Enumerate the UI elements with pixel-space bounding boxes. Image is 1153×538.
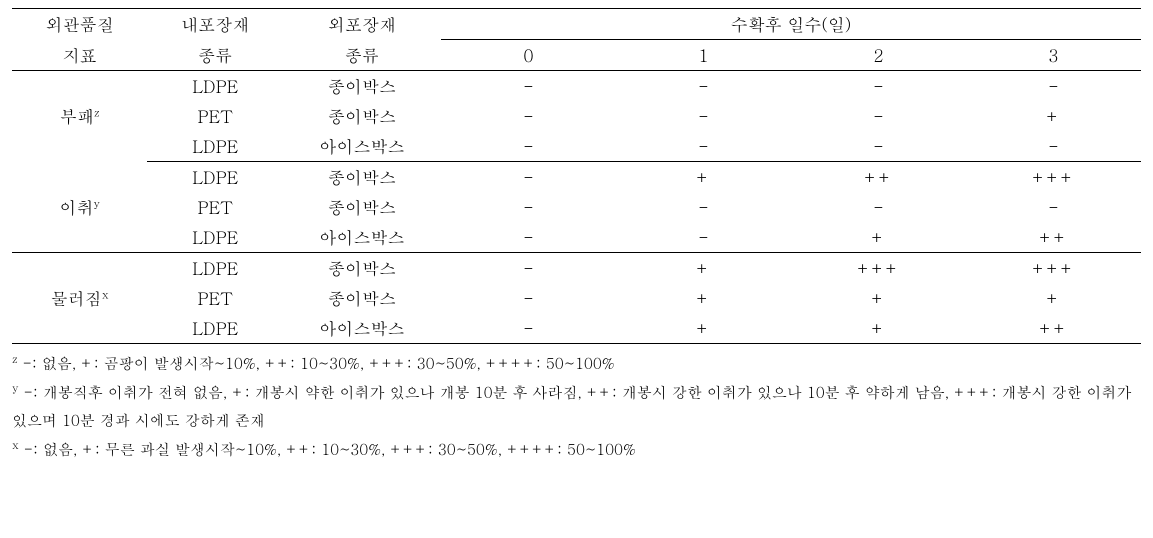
footnote-sup-x: x xyxy=(12,438,19,453)
header-day-2: 2 xyxy=(791,40,966,71)
header-col1-line1: 외관품질 xyxy=(12,9,147,40)
group-label-0: 부패z xyxy=(12,71,147,162)
header-col2-line2: 종류 xyxy=(147,40,282,71)
cell: +++ xyxy=(966,253,1141,284)
footnote-text-z: -: 없음, +: 곰팡이 발생시작~10%, ++: 10~30%, +++:… xyxy=(23,353,615,374)
outer-pack: 종이박스 xyxy=(283,162,441,193)
cell: - xyxy=(616,101,791,131)
header-col3-line1: 외포장재 xyxy=(283,9,441,40)
inner-pack: LDPE xyxy=(147,71,282,102)
cell: - xyxy=(791,71,966,102)
group-sup: y xyxy=(94,196,100,211)
cell: - xyxy=(441,313,616,344)
cell: - xyxy=(966,71,1141,102)
cell: - xyxy=(791,101,966,131)
inner-pack: PET xyxy=(147,283,282,313)
table-row: LDPE 아이스박스 - + + ++ xyxy=(12,313,1141,344)
group-label-text: 부패 xyxy=(60,104,94,128)
cell: - xyxy=(616,192,791,222)
cell: + xyxy=(616,253,791,284)
group-label-text: 물러짐 xyxy=(51,286,102,310)
group-label-text: 이취 xyxy=(60,195,94,219)
group-sup: x xyxy=(102,287,109,302)
cell: - xyxy=(441,162,616,193)
group-label-1: 이취y xyxy=(12,162,147,253)
footnote-text-x: -: 없음, +: 무른 과실 발생시작~10%, ++: 10~30%, ++… xyxy=(24,439,636,460)
outer-pack: 종이박스 xyxy=(283,101,441,131)
cell: + xyxy=(966,101,1141,131)
cell: - xyxy=(441,131,616,162)
cell: ++ xyxy=(966,222,1141,253)
cell: +++ xyxy=(966,162,1141,193)
inner-pack: LDPE xyxy=(147,313,282,344)
cell: ++ xyxy=(966,313,1141,344)
cell: - xyxy=(616,71,791,102)
outer-pack: 아이스박스 xyxy=(283,222,441,253)
footnote-x: x -: 없음, +: 무른 과실 발생시작~10%, ++: 10~30%, … xyxy=(12,436,1141,465)
cell: - xyxy=(616,222,791,253)
header-col2-line1: 내포장재 xyxy=(147,9,282,40)
table-row: PET 종이박스 - - - - xyxy=(12,192,1141,222)
group-label-2: 물러짐x xyxy=(12,253,147,344)
outer-pack: 종이박스 xyxy=(283,71,441,102)
outer-pack: 아이스박스 xyxy=(283,313,441,344)
cell: + xyxy=(791,222,966,253)
table-row: 부패z LDPE 종이박스 - - - - xyxy=(12,71,1141,102)
table-row: LDPE 아이스박스 - - - - xyxy=(12,131,1141,162)
inner-pack: LDPE xyxy=(147,222,282,253)
inner-pack: PET xyxy=(147,101,282,131)
outer-pack: 아이스박스 xyxy=(283,131,441,162)
footnote-sup-y: y xyxy=(12,381,18,396)
header-day-0: 0 xyxy=(441,40,616,71)
cell: - xyxy=(966,131,1141,162)
header-day-1: 1 xyxy=(616,40,791,71)
header-col1-line2: 지표 xyxy=(12,40,147,71)
header-days-title: 수확후 일수(일) xyxy=(441,9,1141,40)
cell: - xyxy=(791,131,966,162)
cell: - xyxy=(441,222,616,253)
outer-pack: 종이박스 xyxy=(283,253,441,284)
inner-pack: LDPE xyxy=(147,253,282,284)
inner-pack: LDPE xyxy=(147,162,282,193)
cell: ++ xyxy=(791,162,966,193)
cell: - xyxy=(791,192,966,222)
cell: - xyxy=(441,253,616,284)
cell: + xyxy=(616,313,791,344)
table-row: PET 종이박스 - - - + xyxy=(12,101,1141,131)
header-col3-line2: 종류 xyxy=(283,40,441,71)
inner-pack: PET xyxy=(147,192,282,222)
outer-pack: 종이박스 xyxy=(283,192,441,222)
cell: + xyxy=(791,283,966,313)
cell: + xyxy=(791,313,966,344)
cell: + xyxy=(616,283,791,313)
cell: - xyxy=(966,192,1141,222)
footnote-z: z -: 없음, +: 곰팡이 발생시작~10%, ++: 10~30%, ++… xyxy=(12,350,1141,379)
outer-pack: 종이박스 xyxy=(283,283,441,313)
cell: - xyxy=(616,131,791,162)
footnote-y: y -: 개봉직후 이취가 전혀 없음, +: 개봉시 약한 이취가 있으나 개… xyxy=(12,379,1141,436)
cell: - xyxy=(441,101,616,131)
footnotes: z -: 없음, +: 곰팡이 발생시작~10%, ++: 10~30%, ++… xyxy=(12,350,1141,464)
table-row: LDPE 아이스박스 - - + ++ xyxy=(12,222,1141,253)
group-sup: z xyxy=(94,106,100,121)
cell: - xyxy=(441,192,616,222)
header-day-3: 3 xyxy=(966,40,1141,71)
cell: + xyxy=(966,283,1141,313)
cell: - xyxy=(441,283,616,313)
inner-pack: LDPE xyxy=(147,131,282,162)
cell: + xyxy=(616,162,791,193)
cell: +++ xyxy=(791,253,966,284)
footnote-text-y: -: 개봉직후 이취가 전혀 없음, +: 개봉시 약한 이취가 있으나 개봉 … xyxy=(12,382,1132,432)
table-row: PET 종이박스 - + + + xyxy=(12,283,1141,313)
table-row: 물러짐x LDPE 종이박스 - + +++ +++ xyxy=(12,253,1141,284)
table-row: 이취y LDPE 종이박스 - + ++ +++ xyxy=(12,162,1141,193)
footnote-sup-z: z xyxy=(12,352,18,367)
data-table: 외관품질 내포장재 외포장재 수확후 일수(일) 지표 종류 종류 0 1 2 … xyxy=(12,8,1141,344)
cell: - xyxy=(441,71,616,102)
